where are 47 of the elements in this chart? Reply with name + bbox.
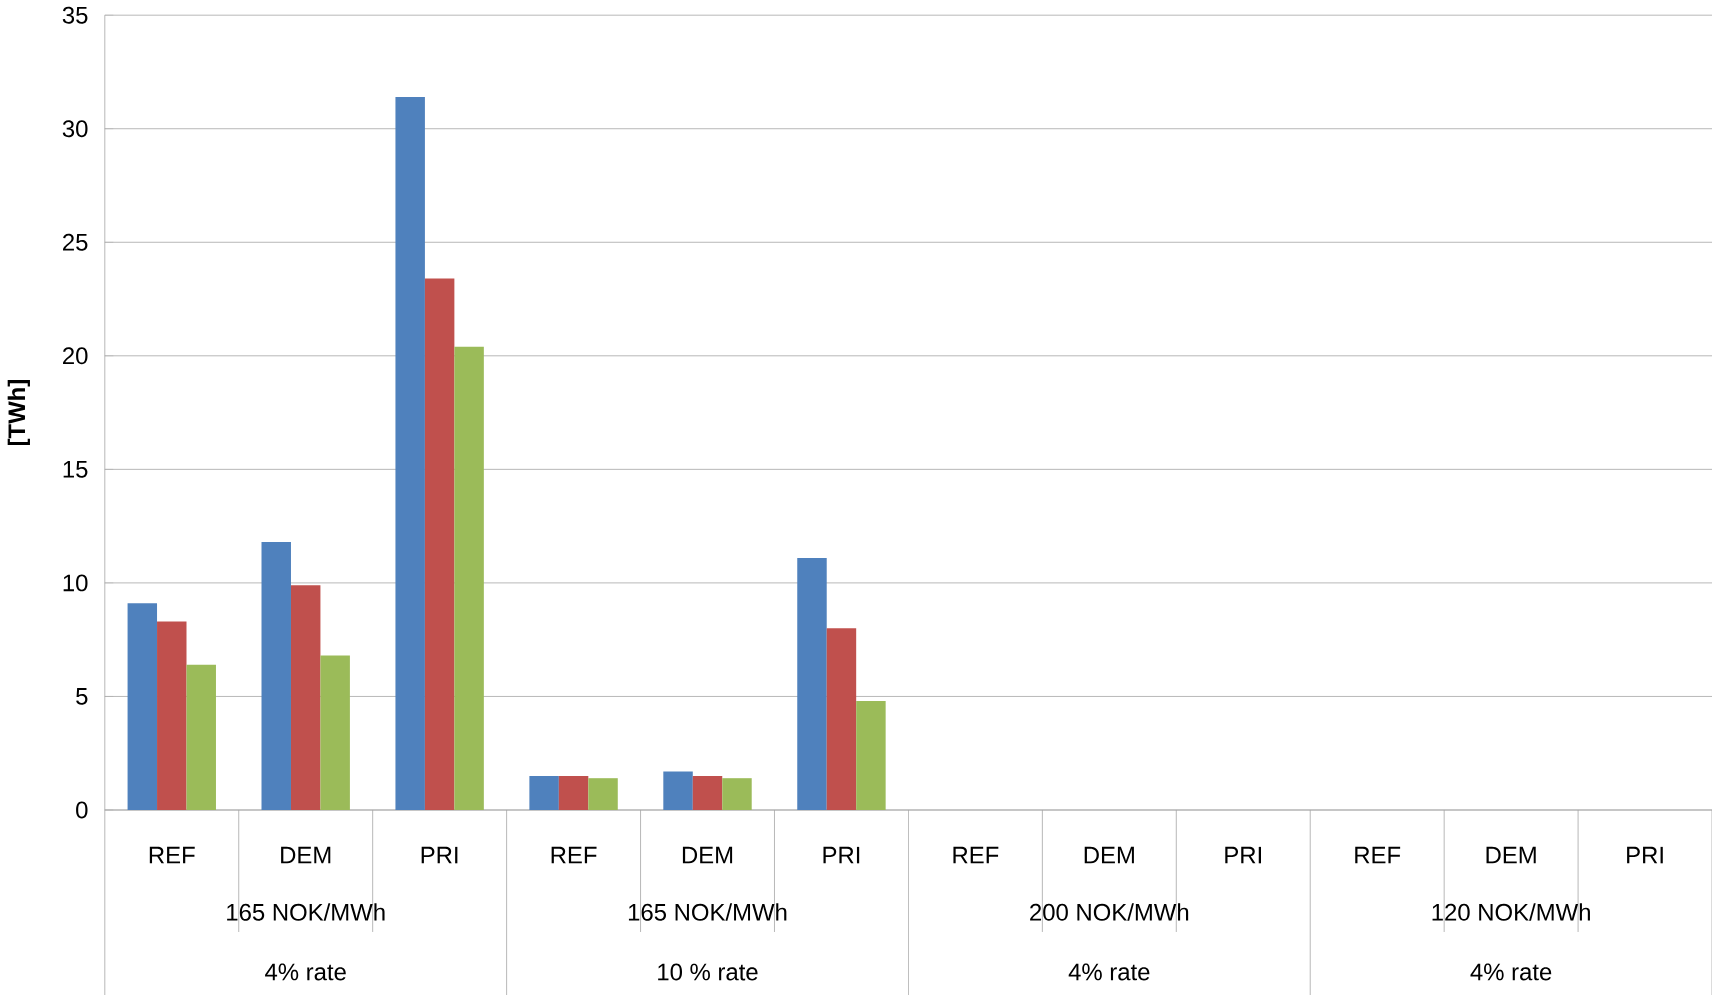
y-tick-label: 0 bbox=[76, 801, 88, 819]
x-tick-label: PRI bbox=[1225, 846, 1261, 864]
text: 4% rate bbox=[1068, 963, 1150, 981]
bar bbox=[157, 621, 187, 810]
bar bbox=[797, 557, 827, 810]
x-tick-label: REF bbox=[953, 846, 999, 864]
text: 4% rate bbox=[1470, 963, 1552, 981]
bar bbox=[186, 664, 216, 810]
y-tick-label: 5 bbox=[76, 688, 88, 705]
bar bbox=[692, 775, 723, 810]
y-tick-label: 25 bbox=[63, 233, 88, 251]
y-tick-label: 30 bbox=[62, 120, 88, 138]
bar bbox=[588, 778, 618, 810]
text: 10 % rate bbox=[658, 963, 758, 981]
bar bbox=[856, 700, 886, 810]
x-tick-label: DEM bbox=[1486, 846, 1536, 864]
bar bbox=[127, 603, 158, 810]
text: 120 NOK/MWh bbox=[1432, 903, 1590, 921]
text: 165 NOK/MWh bbox=[227, 903, 385, 921]
text: 4% rate bbox=[265, 963, 346, 981]
x-tick-label: REF bbox=[551, 846, 597, 864]
bar bbox=[663, 771, 693, 810]
bar bbox=[395, 96, 425, 810]
y-tick-label: 10 bbox=[63, 574, 88, 592]
x-tick-label: DEM bbox=[1084, 846, 1134, 864]
bar bbox=[290, 585, 321, 810]
bar bbox=[529, 775, 559, 810]
bar bbox=[722, 778, 752, 810]
x-tick-label: DEM bbox=[281, 846, 331, 864]
bar bbox=[826, 628, 857, 810]
x-tick-label: REF bbox=[1355, 846, 1401, 864]
bar bbox=[320, 655, 350, 810]
text: 165 NOK/MWh bbox=[628, 903, 787, 921]
bar bbox=[424, 278, 455, 810]
text: 200 NOK/MWh bbox=[1030, 903, 1189, 921]
x-tick-label: PRI bbox=[421, 846, 458, 864]
bar bbox=[454, 346, 484, 810]
bar bbox=[558, 775, 589, 810]
bar bbox=[261, 542, 291, 810]
y-tick-label: 15 bbox=[63, 461, 88, 478]
x-tick-label: REF bbox=[149, 846, 195, 864]
x-tick-label: PRI bbox=[823, 846, 860, 864]
y-tick-label: 20 bbox=[63, 347, 88, 365]
y-tick-label: 35 bbox=[62, 6, 88, 24]
x-tick-label: DEM bbox=[682, 846, 733, 864]
y-axis-title: [TWh] bbox=[7, 380, 30, 446]
x-tick-label: PRI bbox=[1627, 846, 1663, 864]
